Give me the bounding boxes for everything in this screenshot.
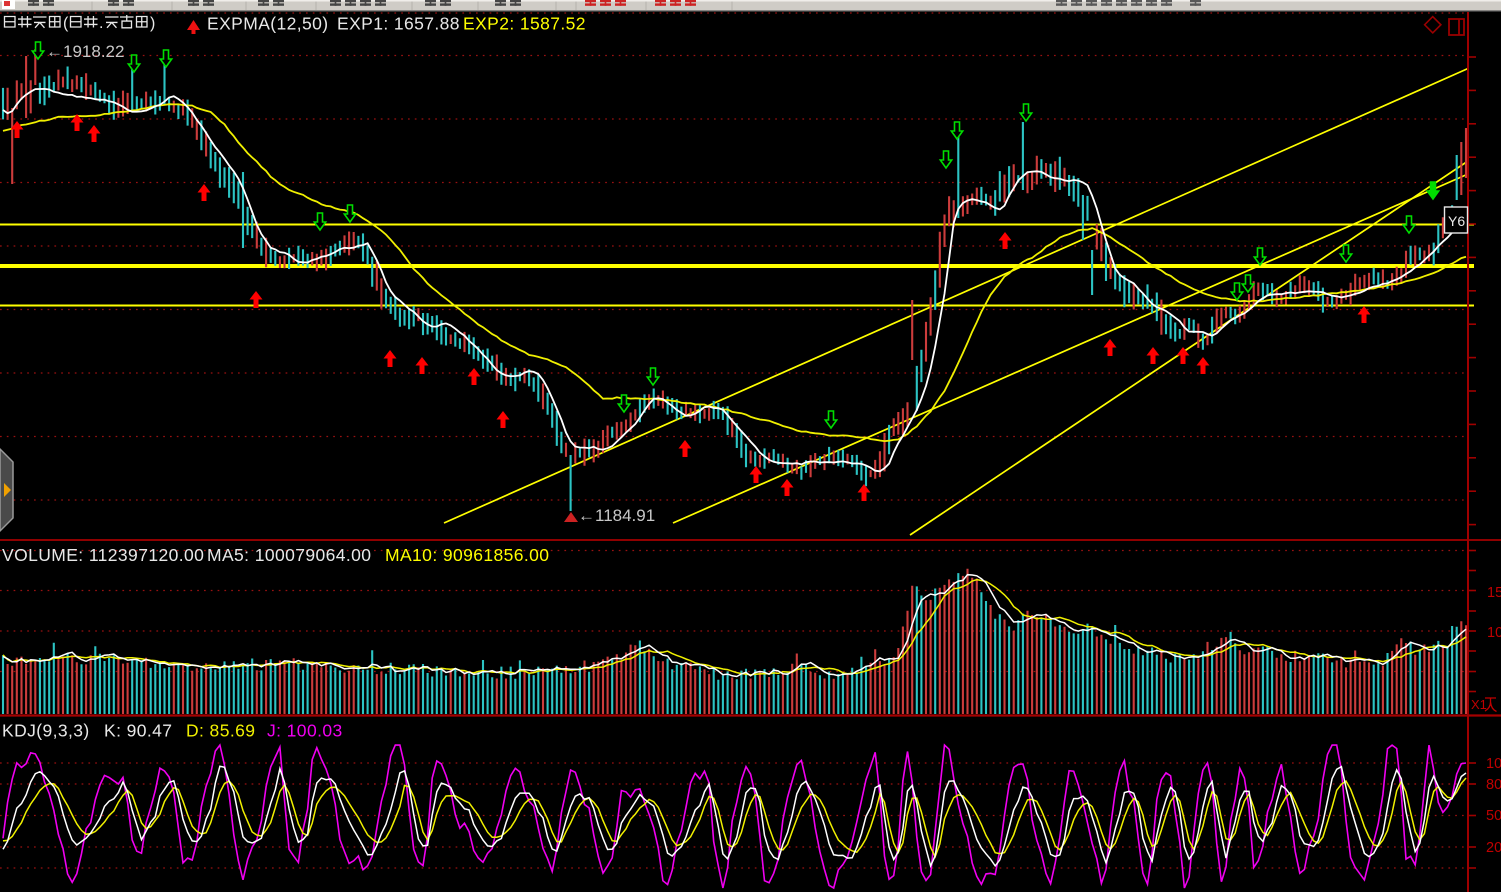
- svg-text:80: 80: [1486, 777, 1501, 793]
- svg-text:X1: X1: [1471, 697, 1487, 712]
- svg-text:EXP1: 1657.88: EXP1: 1657.88: [337, 14, 460, 34]
- svg-text:50: 50: [1486, 808, 1501, 824]
- svg-text:.: .: [99, 15, 103, 32]
- svg-text:MA5: 100079064.00: MA5: 100079064.00: [207, 545, 371, 565]
- svg-text:EXPMA(12,50): EXPMA(12,50): [207, 14, 329, 34]
- svg-text:KDJ(9,3,3): KDJ(9,3,3): [2, 721, 90, 741]
- svg-text:Y6: Y6: [1448, 213, 1465, 229]
- svg-text:15000: 15000: [1487, 585, 1501, 601]
- svg-text:): ): [150, 15, 155, 32]
- svg-text:←1184.91: ←1184.91: [578, 506, 655, 525]
- svg-text:VOLUME: 112397120.00: VOLUME: 112397120.00: [2, 545, 204, 565]
- svg-text:EXP2: 1587.52: EXP2: 1587.52: [463, 14, 586, 34]
- svg-text:J: 100.03: J: 100.03: [267, 721, 343, 741]
- svg-text:100: 100: [1486, 756, 1501, 772]
- svg-text:D: 85.69: D: 85.69: [186, 721, 255, 741]
- svg-text:MA10: 90961856.00: MA10: 90961856.00: [385, 545, 549, 565]
- svg-text:←1918.22: ←1918.22: [46, 42, 124, 61]
- svg-text:(: (: [63, 15, 69, 32]
- svg-text:10000: 10000: [1487, 625, 1501, 641]
- svg-text:K: 90.47: K: 90.47: [104, 721, 172, 741]
- svg-text:20: 20: [1486, 840, 1501, 856]
